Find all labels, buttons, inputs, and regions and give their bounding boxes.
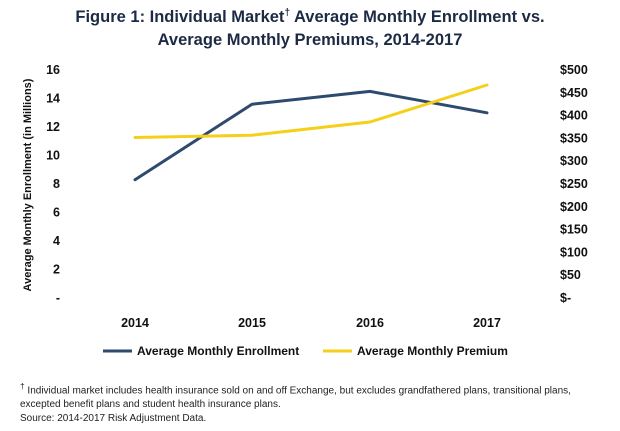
line-chart: 16 14 12 10 8 6 4 2 - $500 $450 $400 $350 $300 $250 $2… (22, 63, 588, 358)
y-right-tick-label: $100 (560, 245, 588, 259)
title-line-1: Figure 1: Individual Market† Average Mon… (75, 7, 545, 26)
y-right-tick-label: $300 (560, 154, 588, 168)
y-left-tick-label: 2 (53, 263, 60, 277)
right-axis-ticks: $500 $450 $400 $350 $300 $250 $200 $150 $100 $50 $… (560, 63, 588, 305)
y-left-tick-label: - (56, 291, 60, 305)
legend-label: Average Monthly Enrollment (137, 344, 299, 358)
legend-label: Average Monthly Premium (357, 344, 508, 358)
y-left-tick-label: 4 (53, 234, 60, 248)
y-right-tick-label: $200 (560, 200, 588, 214)
left-axis-ticks: 16 14 12 10 8 6 4 2 - (46, 63, 60, 305)
footnote-text: † Individual market includes health insu… (20, 381, 571, 411)
y-right-tick-label: $500 (560, 63, 588, 77)
series-lines (133, 83, 489, 182)
x-tick-label: 2017 (473, 316, 501, 330)
legend: Average Monthly Enrollment Average Monthl… (103, 344, 508, 358)
y-right-tick-label: $250 (560, 177, 588, 191)
y-right-tick-label: $350 (560, 131, 588, 145)
x-axis-ticks: 2014 2015 2016 2017 (121, 316, 501, 330)
title-line-2: Average Monthly Premiums, 2014-2017 (157, 31, 463, 49)
title-dagger: † (284, 7, 290, 19)
footnote: † Individual market includes health insu… (20, 379, 610, 426)
y-left-tick-label: 8 (53, 177, 60, 191)
x-tick-label: 2014 (121, 316, 149, 330)
y-axis-left-label: Average Monthly Enrollment (in Millions) (22, 78, 34, 291)
chart-title: Figure 1: Individual Market† Average Mon… (0, 6, 620, 52)
y-left-tick-label: 12 (46, 120, 60, 134)
y-left-tick-label: 16 (46, 63, 60, 77)
y-right-tick-label: $400 (560, 109, 588, 123)
y-right-tick-label: $50 (560, 268, 581, 282)
footnote-source: Source: 2014-2017 Risk Adjustment Data. (20, 413, 207, 425)
y-right-tick-label: $150 (560, 223, 588, 237)
y-left-tick-label: 14 (46, 92, 60, 106)
series-line-average-monthly-premium (133, 83, 489, 139)
y-left-tick-label: 6 (53, 206, 60, 220)
y-right-tick-label: $- (560, 291, 571, 305)
y-left-tick-label: 10 (46, 149, 60, 163)
y-right-tick-label: $450 (560, 86, 588, 100)
x-tick-label: 2016 (356, 316, 384, 330)
x-tick-label: 2015 (238, 316, 266, 330)
